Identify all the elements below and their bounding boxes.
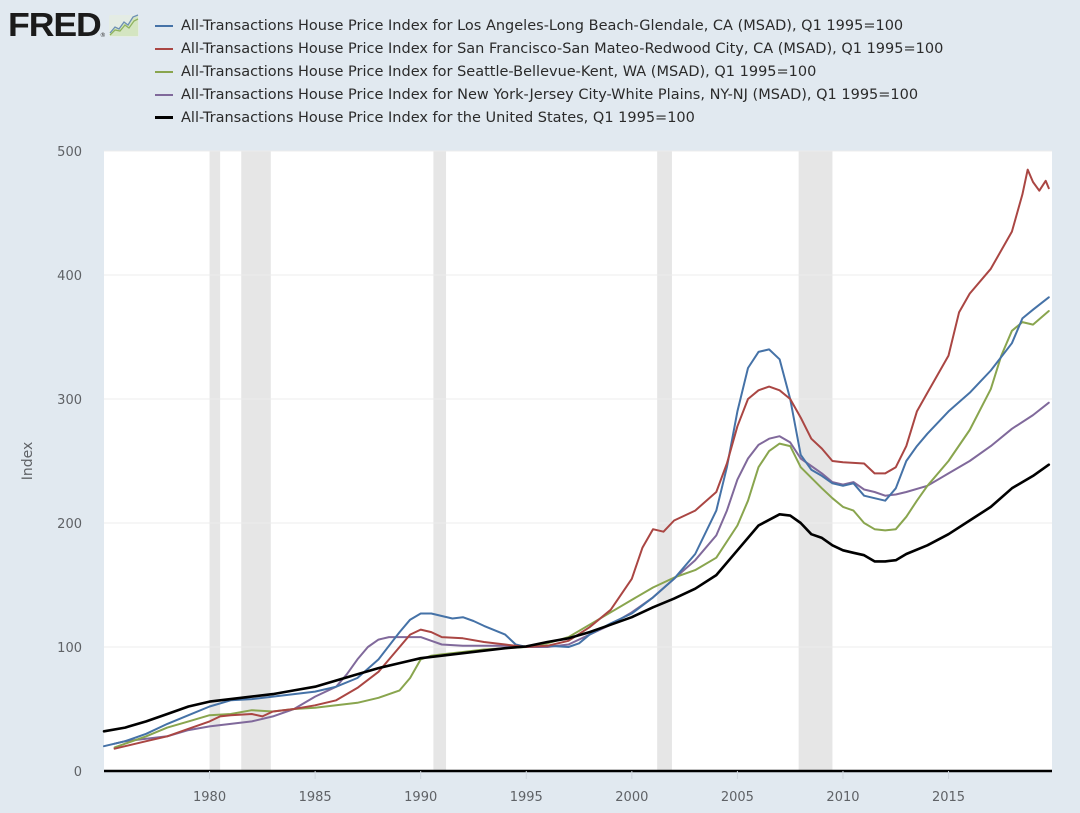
- y-tick-label: 0: [74, 765, 82, 780]
- series-line-los-angeles: [103, 296, 1050, 748]
- x-tick-label: 2005: [721, 790, 754, 805]
- y-tick-label: 500: [57, 145, 82, 160]
- chart-legend: All-Transactions House Price Index for L…: [155, 14, 943, 129]
- legend-item-san-francisco[interactable]: All-Transactions House Price Index for S…: [155, 37, 943, 60]
- x-tick-label: 2000: [615, 790, 648, 805]
- recession-bar: [209, 151, 221, 771]
- recession-shading: [209, 151, 833, 771]
- recession-bar: [241, 151, 271, 771]
- legend-item-united-states[interactable]: All-Transactions House Price Index for t…: [155, 106, 943, 129]
- legend-label: All-Transactions House Price Index for L…: [181, 17, 904, 34]
- x-tick-label: 1980: [193, 790, 226, 805]
- x-axis-ticks: 1980 1985 1990 1995 2000 2005 2010 2015: [193, 771, 965, 805]
- recession-bar: [657, 151, 672, 771]
- series-line-san-francisco: [113, 168, 1050, 750]
- x-tick-label: 1995: [510, 790, 543, 805]
- x-tick-label: 1990: [404, 790, 437, 805]
- legend-label: All-Transactions House Price Index for N…: [181, 86, 919, 103]
- fred-logo[interactable]: FRED ®: [8, 8, 139, 41]
- legend-swatch: [155, 93, 173, 96]
- y-tick-label: 100: [57, 641, 82, 656]
- y-tick-label: 400: [57, 269, 82, 284]
- y-axis-ticks: 0 100 200 300 400 500: [57, 145, 82, 780]
- series-line-seattle: [113, 310, 1050, 749]
- legend-label: All-Transactions House Price Index for t…: [181, 109, 695, 126]
- legend-label: All-Transactions House Price Index for S…: [181, 63, 817, 80]
- chart-header: FRED ® All-Transactions House Price Inde…: [0, 0, 1080, 140]
- x-tick-label: 2010: [826, 790, 859, 805]
- chart-line-icon: [108, 13, 139, 37]
- recession-bar: [433, 151, 447, 771]
- y-tick-label: 300: [57, 393, 82, 408]
- series-line-united-states: [102, 463, 1051, 733]
- legend-swatch: [155, 47, 173, 50]
- x-tick-label: 1985: [299, 790, 332, 805]
- y-axis-title: Index: [20, 442, 36, 481]
- x-tick-label: 2015: [932, 790, 965, 805]
- legend-item-los-angeles[interactable]: All-Transactions House Price Index for L…: [155, 14, 943, 37]
- series-lines: [102, 168, 1051, 750]
- logo-registered-mark: ®: [99, 32, 106, 39]
- logo-text: FRED: [8, 6, 102, 43]
- legend-item-seattle[interactable]: All-Transactions House Price Index for S…: [155, 60, 943, 83]
- legend-label: All-Transactions House Price Index for S…: [181, 40, 944, 57]
- legend-item-new-york[interactable]: All-Transactions House Price Index for N…: [155, 83, 943, 106]
- legend-swatch: [155, 70, 173, 73]
- legend-swatch: [155, 24, 173, 27]
- legend-swatch: [155, 116, 173, 119]
- gridlines: [104, 150, 1052, 648]
- y-tick-label: 200: [57, 517, 82, 532]
